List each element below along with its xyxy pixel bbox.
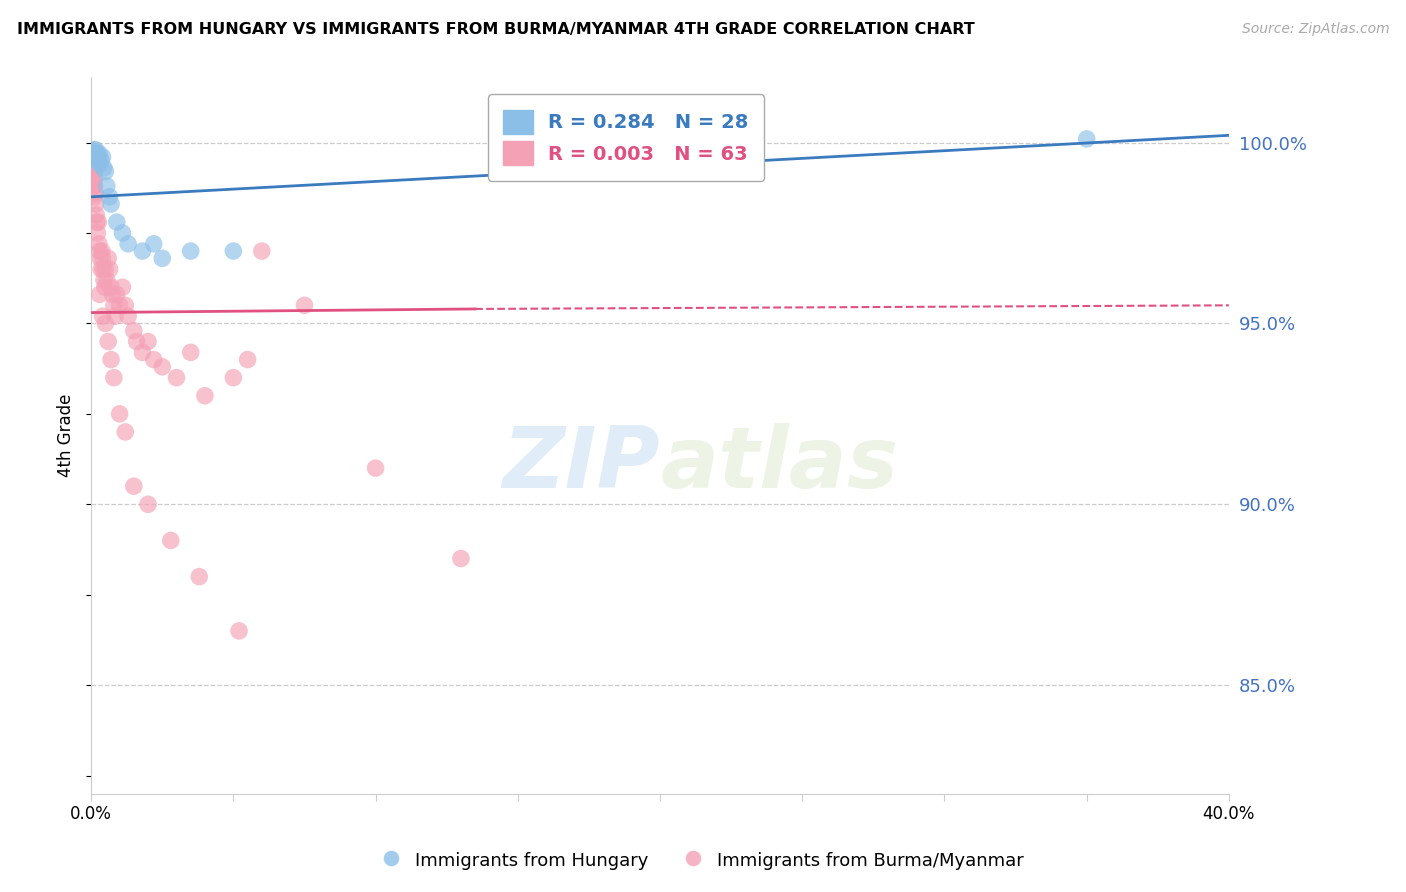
Point bbox=[82, 178, 104, 193]
Point bbox=[250, 244, 273, 258]
Point bbox=[98, 262, 121, 277]
Point bbox=[111, 226, 134, 240]
Point bbox=[93, 273, 115, 287]
Point bbox=[105, 287, 128, 301]
Point bbox=[1076, 132, 1098, 146]
Point bbox=[91, 252, 114, 266]
Point bbox=[131, 244, 153, 258]
Point bbox=[122, 324, 145, 338]
Point bbox=[131, 345, 153, 359]
Text: Source: ZipAtlas.com: Source: ZipAtlas.com bbox=[1241, 22, 1389, 37]
Point bbox=[108, 298, 131, 312]
Point bbox=[228, 624, 250, 638]
Point bbox=[87, 150, 110, 164]
Point bbox=[194, 389, 217, 403]
Point bbox=[188, 569, 211, 583]
Legend: R = 0.284   N = 28, R = 0.003   N = 63: R = 0.284 N = 28, R = 0.003 N = 63 bbox=[488, 95, 763, 181]
Point bbox=[90, 153, 112, 168]
Point bbox=[111, 280, 134, 294]
Point bbox=[150, 359, 173, 374]
Point bbox=[222, 370, 245, 384]
Point bbox=[84, 197, 107, 211]
Point bbox=[136, 334, 159, 349]
Text: IMMIGRANTS FROM HUNGARY VS IMMIGRANTS FROM BURMA/MYANMAR 4TH GRADE CORRELATION C: IMMIGRANTS FROM HUNGARY VS IMMIGRANTS FR… bbox=[17, 22, 974, 37]
Point bbox=[94, 164, 117, 178]
Point bbox=[83, 164, 105, 178]
Point bbox=[94, 262, 117, 277]
Point bbox=[108, 407, 131, 421]
Point bbox=[97, 252, 120, 266]
Point bbox=[97, 334, 120, 349]
Point bbox=[89, 287, 111, 301]
Y-axis label: 4th Grade: 4th Grade bbox=[58, 394, 75, 477]
Point bbox=[236, 352, 259, 367]
Point bbox=[89, 157, 111, 171]
Point bbox=[117, 236, 139, 251]
Point bbox=[86, 226, 108, 240]
Legend: Immigrants from Hungary, Immigrants from Burma/Myanmar: Immigrants from Hungary, Immigrants from… bbox=[375, 842, 1031, 879]
Point bbox=[90, 262, 112, 277]
Point bbox=[114, 298, 136, 312]
Point bbox=[101, 287, 124, 301]
Point bbox=[222, 244, 245, 258]
Point bbox=[450, 551, 472, 566]
Point bbox=[142, 352, 165, 367]
Point bbox=[82, 161, 104, 175]
Point bbox=[142, 236, 165, 251]
Point bbox=[89, 252, 111, 266]
Point bbox=[136, 497, 159, 511]
Point bbox=[159, 533, 181, 548]
Point bbox=[83, 171, 105, 186]
Point bbox=[91, 150, 114, 164]
Point bbox=[104, 309, 127, 323]
Point bbox=[105, 215, 128, 229]
Point bbox=[100, 197, 122, 211]
Point bbox=[82, 171, 104, 186]
Point bbox=[103, 370, 125, 384]
Point bbox=[83, 143, 105, 157]
Point bbox=[114, 425, 136, 439]
Point bbox=[86, 146, 108, 161]
Point bbox=[98, 190, 121, 204]
Point bbox=[180, 345, 202, 359]
Point bbox=[87, 215, 110, 229]
Point bbox=[103, 298, 125, 312]
Point bbox=[100, 280, 122, 294]
Point bbox=[117, 309, 139, 323]
Point bbox=[86, 215, 108, 229]
Point bbox=[91, 262, 114, 277]
Point bbox=[180, 244, 202, 258]
Point bbox=[91, 309, 114, 323]
Point bbox=[86, 153, 108, 168]
Point bbox=[87, 236, 110, 251]
Point bbox=[150, 252, 173, 266]
Point bbox=[96, 273, 118, 287]
Point bbox=[83, 146, 105, 161]
Point bbox=[166, 370, 188, 384]
Point bbox=[706, 153, 728, 168]
Point bbox=[122, 479, 145, 493]
Point bbox=[83, 190, 105, 204]
Point bbox=[100, 352, 122, 367]
Point bbox=[364, 461, 387, 475]
Point bbox=[94, 280, 117, 294]
Point bbox=[84, 186, 107, 201]
Point bbox=[96, 178, 118, 193]
Point bbox=[84, 150, 107, 164]
Point bbox=[125, 334, 148, 349]
Point bbox=[84, 208, 107, 222]
Point bbox=[93, 161, 115, 175]
Point bbox=[82, 150, 104, 164]
Point bbox=[83, 178, 105, 193]
Text: ZIP: ZIP bbox=[502, 423, 659, 506]
Point bbox=[91, 244, 114, 258]
Point bbox=[87, 146, 110, 161]
Text: atlas: atlas bbox=[659, 423, 898, 506]
Point bbox=[82, 146, 104, 161]
Point bbox=[84, 143, 107, 157]
Point bbox=[89, 244, 111, 258]
Point bbox=[294, 298, 316, 312]
Point bbox=[94, 317, 117, 331]
